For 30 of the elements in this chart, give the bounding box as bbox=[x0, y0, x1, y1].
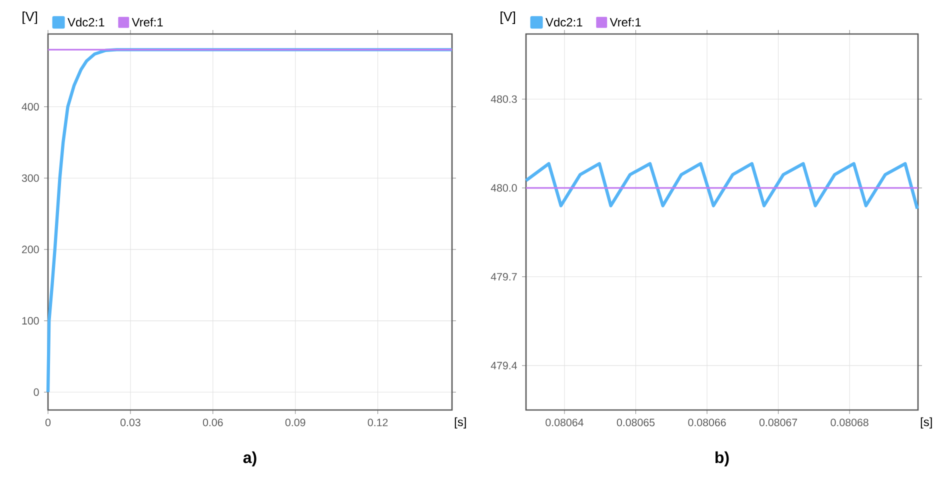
y-tick-label: 479.7 bbox=[490, 272, 517, 281]
x-axis-title: [s] bbox=[454, 417, 466, 429]
x-tick-label: 0.08068 bbox=[830, 418, 868, 426]
y-tick-label: 400 bbox=[22, 102, 39, 111]
line-series bbox=[524, 162, 919, 210]
x-tick-label: 0.08066 bbox=[688, 418, 726, 426]
x-axis-title: [s] bbox=[920, 417, 932, 429]
y-tick-label: 479.4 bbox=[490, 362, 517, 370]
x-tick-label: 0.06 bbox=[202, 418, 223, 426]
x-tick-label: 0.12 bbox=[368, 418, 388, 426]
text: b) bbox=[715, 451, 729, 466]
x-tick-label: 0 bbox=[45, 418, 51, 426]
y-tick-label: 100 bbox=[22, 317, 39, 325]
x-tick-label: 0.09 bbox=[285, 418, 306, 426]
y-axis-title: [V] bbox=[500, 12, 516, 24]
x-tick-label: 0.08067 bbox=[759, 418, 798, 426]
y-tick-label: 300 bbox=[22, 174, 39, 182]
y-axis-title: [V] bbox=[22, 12, 38, 24]
x-tick-label: 0.08064 bbox=[546, 418, 584, 426]
y-tick-label: 480.3 bbox=[490, 95, 517, 103]
x-tick-label: 0.08065 bbox=[616, 418, 655, 426]
y-tick-label: 200 bbox=[22, 246, 39, 254]
text: a) bbox=[243, 451, 256, 466]
y-tick-label: 480.0 bbox=[490, 184, 517, 192]
x-tick-label: 0.03 bbox=[120, 418, 140, 426]
y-tick-label: 0 bbox=[34, 388, 39, 396]
legend-label: Vdc2:1 bbox=[68, 18, 104, 27]
legend-label: Vdc2:1 bbox=[546, 18, 582, 27]
legend-label: Vref:1 bbox=[132, 18, 163, 27]
legend-label: Vref:1 bbox=[610, 18, 641, 27]
